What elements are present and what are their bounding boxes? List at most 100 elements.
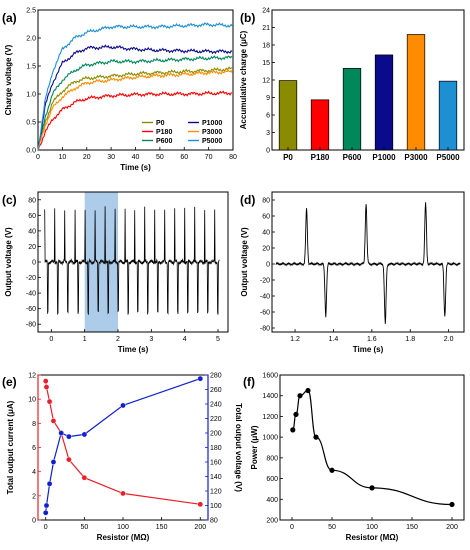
point-voltage [42, 509, 49, 516]
series-line-P600 [37, 55, 233, 151]
chart-b: 0 3 6 9 12 15 18 21 24 P0 P180 P600 P1000 P3000 P5000 A… [239, 8, 465, 162]
point-power [449, 501, 455, 508]
x-tick-label: 0 [49, 336, 53, 343]
y-tick-label: 40 [28, 228, 36, 235]
x-tick-label: 5 [216, 336, 220, 343]
x-tick-label-P1000: P1000 [372, 153, 396, 162]
legend-label-P0: P0 [156, 120, 165, 127]
plot-frame [37, 374, 209, 521]
y-axis-label-left: Total output current (μA) [6, 400, 15, 494]
y-axis-label: Accumulative charge (μC) [239, 30, 248, 129]
y-tick-label-left: 6 [32, 445, 36, 452]
bar-P1000 [374, 54, 394, 151]
bar-P5000 [438, 80, 458, 151]
panel-label: (c) [2, 193, 17, 207]
y-tick-label-right: 220 [210, 416, 222, 423]
chart-e: 0 50 100 150 200 0 2 4 6 8 10 12 80 100 120 140 160 180 20… [2, 373, 243, 543]
point-voltage [46, 480, 53, 487]
point-current [81, 474, 88, 481]
x-tick-label: 60 [180, 154, 188, 161]
point-current [120, 490, 126, 497]
x-tick-label: 150 [406, 524, 418, 531]
x-tick-label: 1.8 [405, 336, 415, 343]
x-tick-label: 80 [229, 154, 237, 161]
x-tick-label: 0 [290, 524, 294, 531]
x-tick-label: 1.4 [329, 336, 339, 343]
y-tick-label-left: 2 [32, 493, 36, 500]
point-power [290, 427, 296, 433]
y-axis-label: Power (μW) [250, 425, 259, 469]
y-tick-label: 1400 [262, 393, 278, 400]
x-tick-label-P5000: P5000 [436, 153, 460, 162]
point-voltage [197, 375, 204, 382]
series-line-P0 [37, 66, 233, 151]
point-current [66, 456, 72, 463]
y-tick-label: 1000 [262, 435, 278, 442]
y-tick-label: 1200 [262, 414, 278, 421]
y-tick-label: -60 [260, 310, 270, 317]
x-tick-label: 10 [58, 154, 66, 161]
y-tick-label-right: 260 [210, 387, 222, 394]
x-tick-label: 2 [116, 336, 120, 343]
x-tick-label: 70 [205, 154, 213, 161]
y-tick-label-right: 120 [210, 489, 222, 496]
y-tick-label-left: 0 [32, 518, 36, 525]
point-power [293, 411, 299, 417]
y-tick-label-left: 10 [28, 397, 36, 404]
series-line-P5000 [37, 22, 233, 151]
panel-label: (e) [2, 375, 17, 389]
y-tick-label: 60 [28, 213, 36, 220]
y-tick-label: -40 [26, 291, 36, 298]
x-axis-label: Time (s) [118, 345, 149, 354]
point-voltage [43, 502, 50, 509]
y-tick-label-right: 160 [210, 460, 222, 467]
chart-c: 0 1 2 3 4 5 -80 -60 -40 -20 0 20 40 60 80 Time (s) Outpu… [2, 191, 229, 354]
series-line-P180 [37, 90, 233, 151]
x-axis-label: Resistor (MΩ) [97, 533, 150, 542]
point-voltage [58, 430, 64, 436]
point-current [50, 418, 57, 424]
y-tick-label: 6 [266, 113, 270, 120]
y-tick-label-right: 140 [210, 474, 222, 481]
y-tick-label: 0.5 [26, 120, 36, 127]
x-tick-label: 1.2 [290, 336, 300, 343]
y-tick-label: -80 [26, 322, 36, 329]
y-axis-label: Charge voltage (V) [4, 44, 13, 115]
y-axis-label: Output voltage (V) [240, 227, 249, 297]
x-tick-label: 100 [366, 524, 378, 531]
bar-P600 [342, 67, 362, 151]
y-axis-label: Output voltage (V) [4, 227, 13, 297]
y-tick-label: 0.0 [26, 148, 36, 155]
y-tick-label: -40 [260, 294, 270, 301]
chart-f: 0 50 100 150 200 200 400 600 800 1000 1200 1400 1600… [243, 373, 465, 542]
point-current [197, 501, 204, 508]
x-tick-label: 40 [132, 154, 140, 161]
point-voltage [50, 459, 57, 465]
y-tick-label: 400 [266, 497, 278, 504]
bar-P3000 [406, 34, 426, 151]
x-axis-label: Time (s) [353, 345, 384, 354]
point-voltage [120, 402, 126, 409]
y-tick-label: 800 [266, 455, 278, 462]
y-tick-label: 200 [266, 518, 278, 525]
point-current [42, 378, 49, 384]
voltage-trace [275, 202, 461, 324]
point-voltage [66, 433, 72, 440]
x-tick-label-P180: P180 [311, 153, 330, 162]
y-tick-label-left: 8 [32, 421, 36, 428]
y-tick-label: -60 [26, 306, 36, 313]
y-tick-label: 1600 [262, 373, 278, 380]
y-tick-label-right: 240 [210, 402, 222, 409]
plot-frame [271, 191, 465, 333]
y-tick-label: 2.5 [26, 8, 36, 15]
y-tick-label: 9 [266, 95, 270, 102]
point-power [329, 467, 335, 473]
x-tick-label-P0: P0 [283, 153, 293, 162]
y-tick-label: -80 [260, 326, 270, 333]
panel-label: (b) [240, 11, 255, 25]
y-tick-label: 12 [262, 78, 270, 85]
point-power [369, 485, 375, 491]
x-axis-label: Resistor (MΩ) [346, 533, 399, 542]
y-tick-label: 21 [262, 25, 270, 32]
